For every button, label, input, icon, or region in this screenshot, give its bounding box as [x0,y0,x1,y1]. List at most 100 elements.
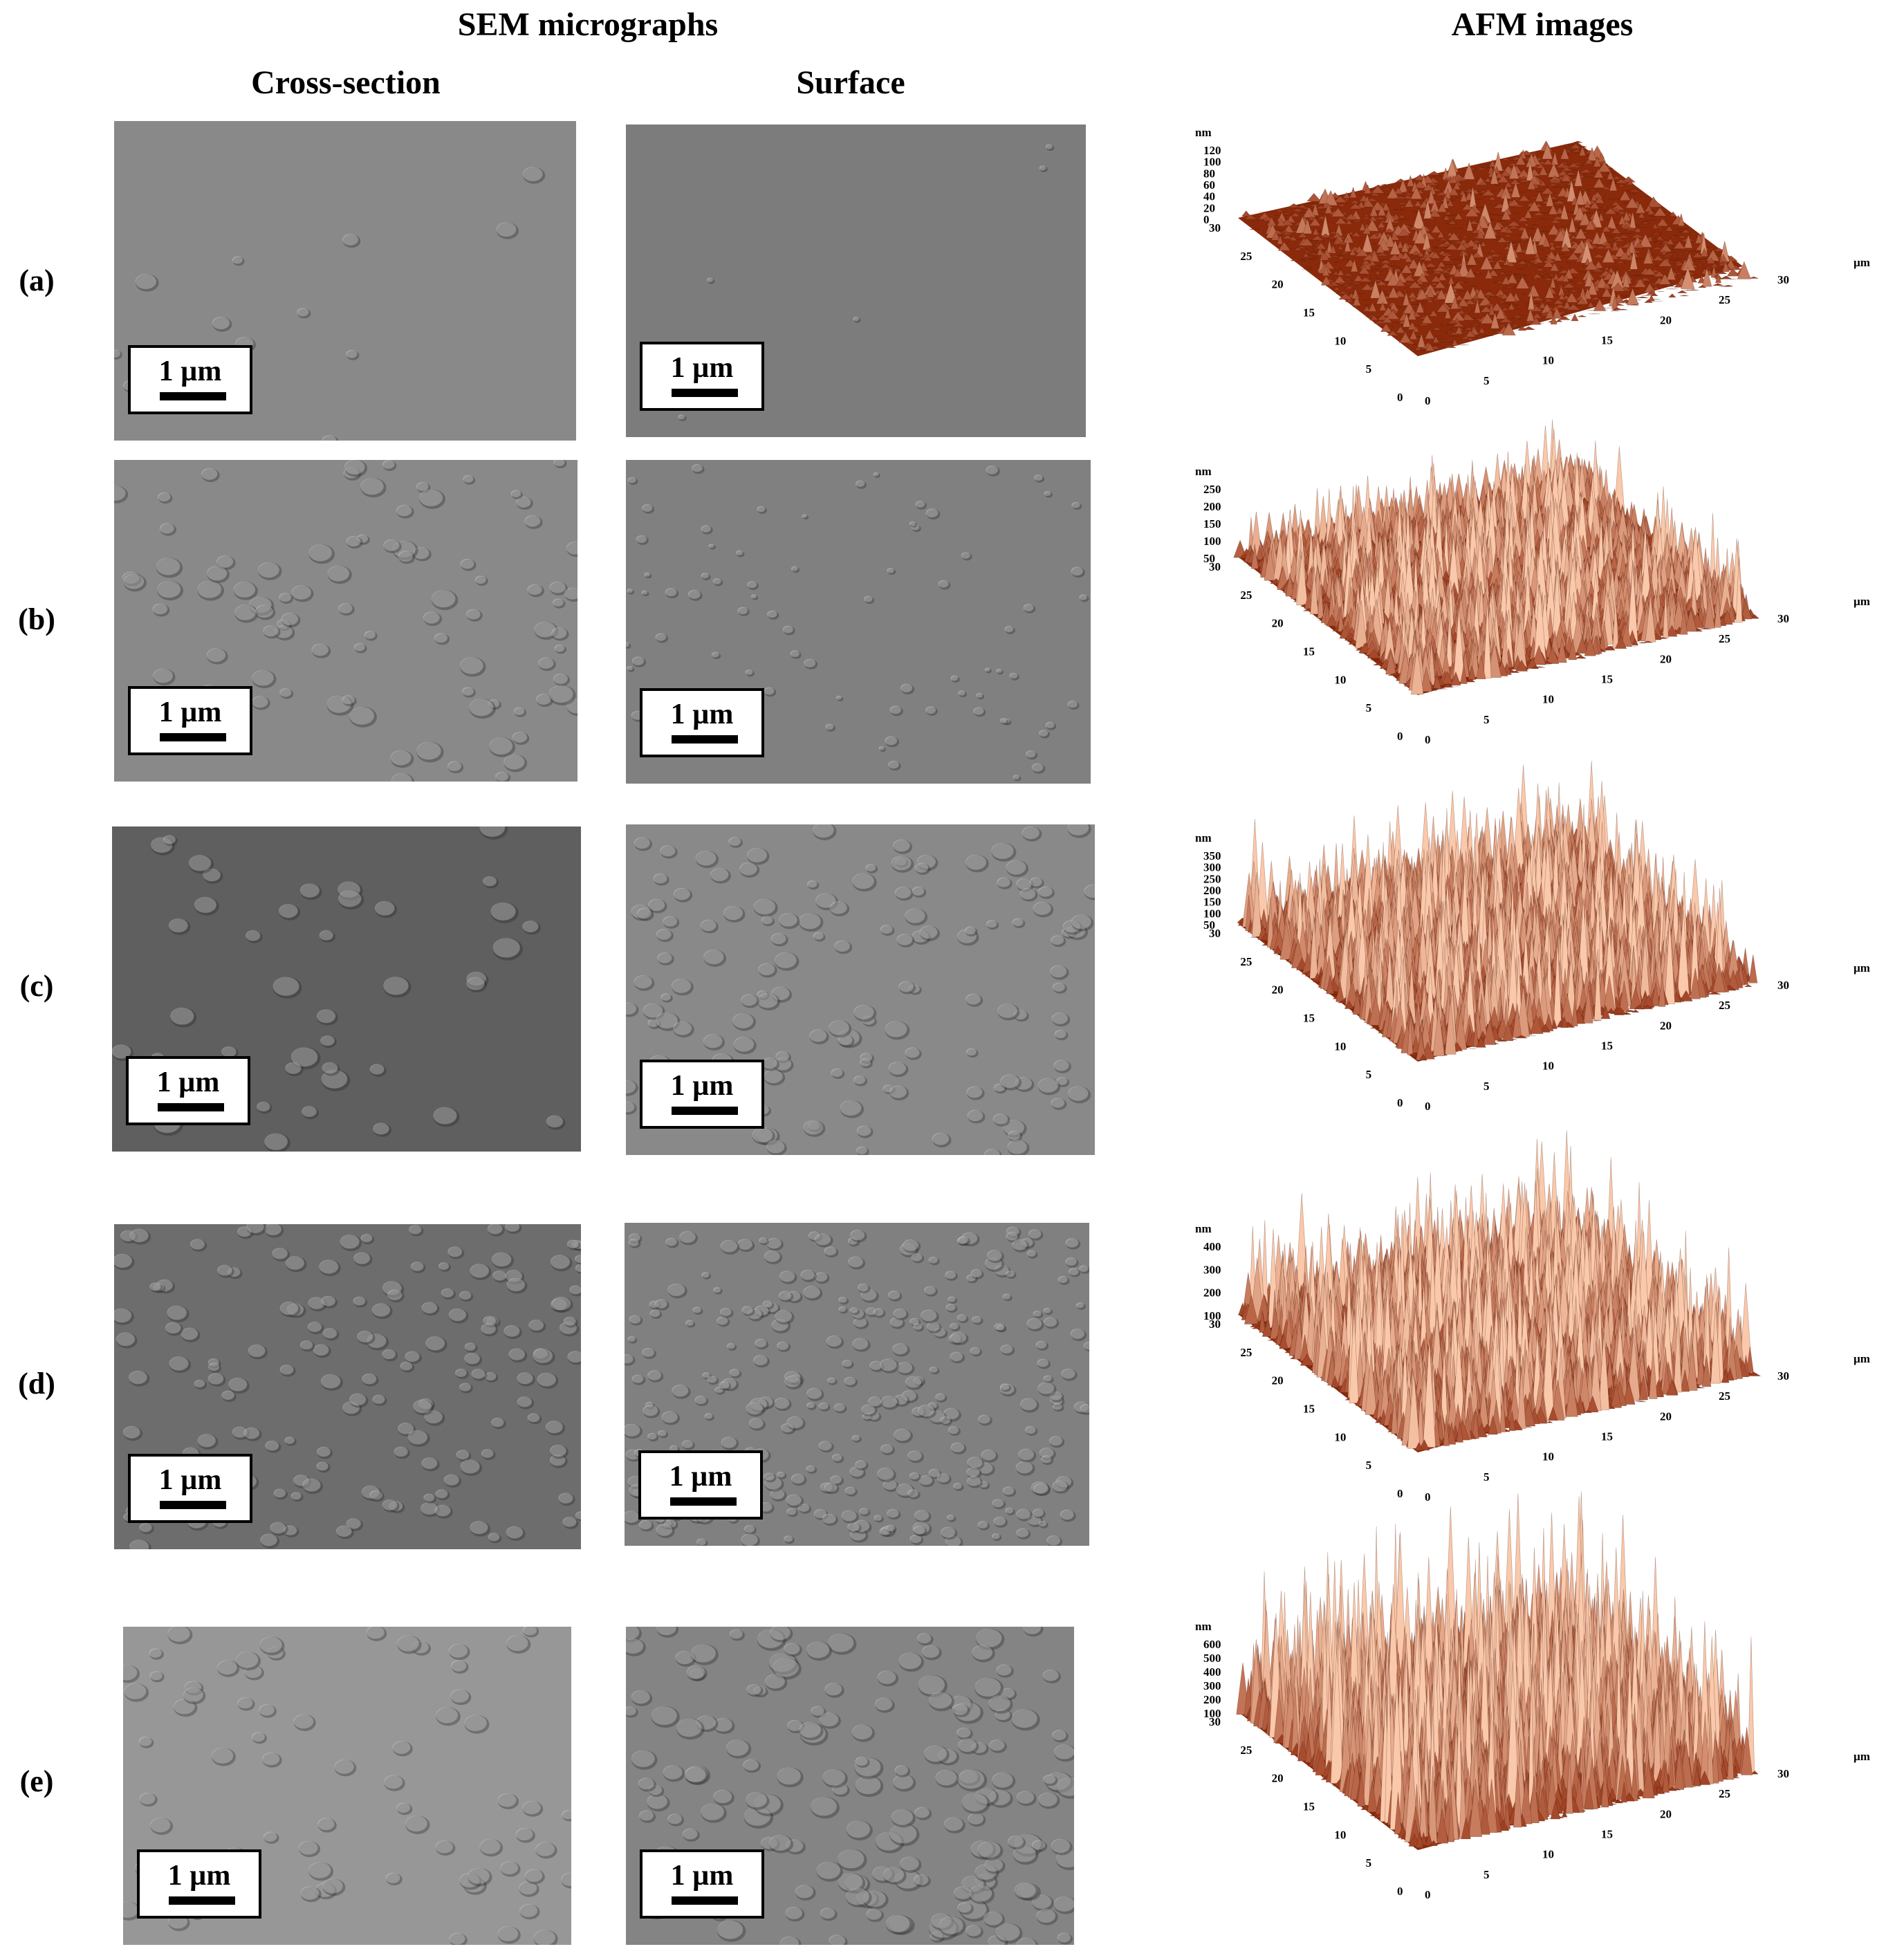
afm-peak [1537,273,1548,275]
afm-z-tick: 120 [1203,144,1221,157]
afm-peak [1430,298,1443,301]
afm-peak [1286,203,1301,208]
afm-peak [1652,223,1659,229]
afm-peak [1426,247,1433,252]
afm-peak [1361,232,1374,252]
afm-peak [1281,234,1294,239]
afm-peak [1547,183,1559,186]
afm-peak [1341,284,1351,286]
afm-peak [1595,277,1609,288]
afm-peak [1655,225,1664,228]
afm-peak [1548,203,1558,215]
afm-peak [1694,232,1703,244]
afm-peak [1411,250,1421,256]
afm-peak [1257,230,1265,233]
afm-peak [1317,215,1327,220]
afm-peak [1629,250,1638,270]
afm-peak [1387,286,1399,299]
afm-peak [1526,160,1534,181]
afm-peak [1627,192,1638,194]
afm-peak [1652,255,1665,261]
afm-peak [1618,251,1632,260]
afm-peak [1474,299,1481,313]
scale-bar-line [672,1896,738,1905]
afm-peak [1571,149,1582,153]
scale-bar-label: 1 µm [131,696,250,729]
afm-peak [1329,255,1342,257]
afm-peak [1398,205,1406,208]
afm-peak [1484,176,1492,183]
afm-peak [1474,270,1481,274]
afm-peak [1417,252,1425,257]
afm-peak [1614,178,1629,184]
afm-peak [1497,174,1510,183]
afm-peak [1369,252,1380,262]
afm-peak [1562,273,1569,282]
scale-bar-line [672,735,738,744]
afm-peak [1601,205,1609,207]
afm-peak [1647,208,1655,215]
afm-peak [1658,273,1672,285]
afm-peak [1612,238,1627,242]
afm-peak [1566,304,1581,311]
afm-peak [1416,300,1427,302]
afm-peak [1488,253,1501,257]
afm-peak [1515,241,1523,253]
afm-peak [1380,184,1389,185]
afm-peak [1697,285,1708,288]
afm-peak [1666,250,1676,253]
afm-peak [1389,239,1401,255]
afm-peak [1638,233,1653,248]
afm-peak [1573,140,1583,143]
afm-peak [1625,190,1632,192]
afm-peak [1513,273,1526,275]
afm-peak [1378,228,1385,230]
afm-peak [1386,330,1399,336]
afm-peak [1457,297,1470,307]
afm-peak [1372,246,1379,248]
afm-peak [1677,234,1688,239]
afm-peak [1748,276,1759,279]
afm-peak [1394,279,1406,287]
afm-peak [1585,232,1594,234]
afm-peak [1382,315,1393,323]
afm-peak [1358,277,1373,282]
afm-peak [1363,184,1372,194]
afm-peak [1448,260,1457,263]
afm-right-tick: 25 [1719,293,1730,306]
afm-peak [1459,335,1472,340]
afm-peak [1535,248,1544,250]
afm-peak [1566,180,1577,202]
afm-peak [1618,234,1630,239]
afm-peak [1597,230,1609,245]
afm-z-unit: nm [1195,126,1212,139]
afm-peak [1476,207,1484,208]
afm-peak [1472,241,1480,250]
afm-peak [1501,209,1511,221]
afm-peak [1448,220,1457,225]
afm-peak [1593,168,1604,178]
afm-peak [1448,175,1459,184]
afm-peak [1504,291,1517,302]
afm-peak [1596,160,1609,165]
afm-peak [1425,342,1435,351]
afm-peak [1410,186,1423,200]
scale-bar-label: 1 µm [643,1859,761,1892]
scale-bar: 1 µm [128,345,252,414]
afm-peak [1488,307,1495,315]
afm-peak [1444,306,1451,319]
afm-peak [1490,167,1499,185]
afm-peak [1700,248,1709,257]
afm-peak [1558,292,1565,300]
afm-peak [1593,260,1604,269]
afm-peak [1369,205,1378,216]
afm-peak [1446,199,1454,207]
afm-peak [1625,180,1635,185]
afm-peak [1286,214,1296,223]
afm-peak [1333,196,1347,203]
afm-image-b: nm 250 200 150 100 50 30 25 20 15 10 5 0 0 5 10 15 20 25 30… [1190,419,1881,778]
afm-peak [1401,264,1413,274]
afm-peak [1362,225,1371,234]
afm-peak [1450,228,1464,230]
afm-peak [1553,200,1566,204]
